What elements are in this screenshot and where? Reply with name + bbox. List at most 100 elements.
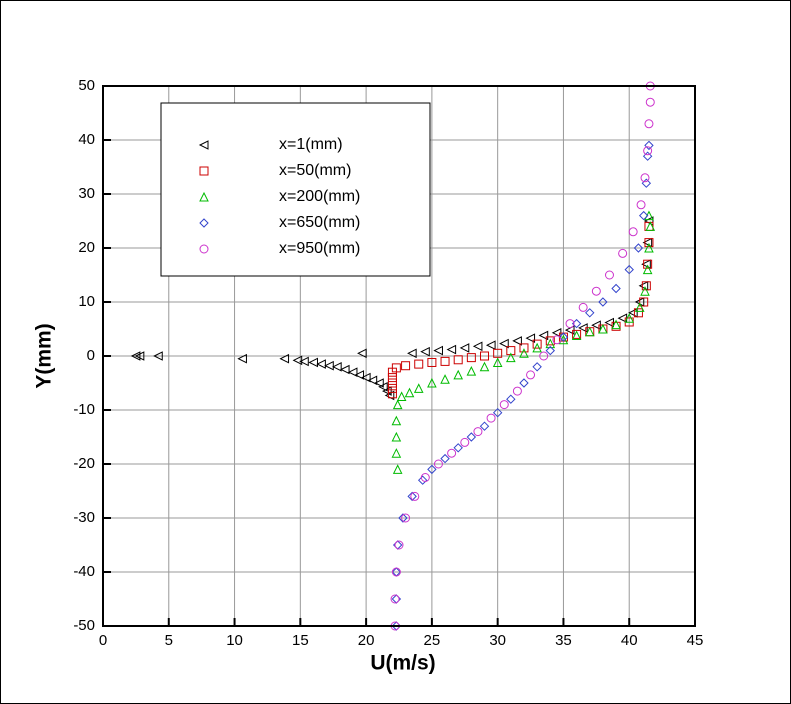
- data-point: [427, 377, 437, 388]
- data-point: [427, 464, 437, 475]
- data-point: [447, 448, 457, 458]
- data-point: [387, 378, 397, 388]
- data-point: [480, 351, 490, 361]
- data-point: [413, 383, 424, 393]
- data-point: [398, 513, 408, 523]
- data-point: [636, 200, 646, 210]
- data-point: [624, 264, 634, 275]
- data-point: [526, 370, 536, 380]
- data-point: [407, 348, 417, 359]
- marks: [130, 81, 656, 631]
- data-point: [512, 386, 522, 396]
- data-point: [628, 227, 638, 237]
- data-point: [391, 567, 401, 577]
- data-point: [486, 413, 496, 423]
- data-point: [391, 448, 402, 458]
- data-point: [640, 173, 650, 183]
- legend: [160, 102, 431, 277]
- data-point: [401, 361, 411, 371]
- x-tick-label: 15: [292, 632, 309, 649]
- data-point: [433, 459, 443, 469]
- data-point: [545, 345, 555, 356]
- data-point: [440, 453, 450, 464]
- x-tick-label: 10: [226, 632, 243, 649]
- data-point: [639, 297, 649, 307]
- x-tick-label: 30: [489, 632, 506, 649]
- data-point: [638, 210, 649, 221]
- y-tick-label: -30: [73, 509, 95, 526]
- data-point: [532, 362, 542, 372]
- data-point: [628, 307, 638, 318]
- data-point: [433, 345, 443, 356]
- data-point: [545, 336, 555, 346]
- data-point: [420, 473, 430, 482]
- data-point: [316, 359, 326, 369]
- x-tick-label: 5: [165, 632, 173, 649]
- data-point: [571, 330, 582, 340]
- data-point: [643, 146, 653, 156]
- data-point: [538, 330, 549, 341]
- data-point: [506, 352, 516, 363]
- y-tick-label: 50: [78, 77, 95, 94]
- data-point: [565, 319, 575, 329]
- data-point: [387, 383, 397, 393]
- data-point: [519, 343, 529, 353]
- data-point: [532, 339, 542, 349]
- data-point: [134, 351, 145, 361]
- x-axis-title: U(m/s): [370, 652, 435, 675]
- data-point: [598, 297, 608, 307]
- data-point: [387, 389, 397, 399]
- legend-marker: [199, 244, 209, 254]
- data-point: [539, 351, 549, 361]
- data-point: [473, 427, 483, 437]
- data-point: [367, 375, 378, 386]
- data-point: [472, 341, 483, 352]
- data-point: [519, 378, 529, 388]
- data-point: [427, 357, 437, 367]
- legend-marker: [199, 191, 209, 202]
- data-point: [417, 475, 428, 485]
- data-point: [324, 360, 334, 371]
- data-point: [642, 237, 653, 248]
- data-point: [299, 356, 309, 367]
- y-tick-label: -40: [73, 563, 95, 580]
- data-point: [479, 361, 490, 372]
- data-point: [624, 313, 635, 323]
- data-point: [634, 302, 645, 312]
- data-point: [453, 369, 464, 380]
- data-point: [611, 321, 621, 331]
- data-point: [401, 513, 411, 523]
- data-point: [643, 259, 653, 269]
- data-point: [638, 280, 649, 291]
- y-tick-label: 0: [87, 347, 95, 364]
- data-point: [332, 361, 342, 372]
- legend-marker: [199, 218, 209, 228]
- data-point: [493, 348, 503, 358]
- data-point: [392, 399, 403, 410]
- legend-label: x=950(mm): [279, 240, 360, 257]
- data-point: [545, 338, 556, 349]
- data-point: [645, 221, 656, 231]
- data-point: [378, 381, 388, 392]
- data-point: [374, 378, 384, 388]
- data-point: [611, 319, 621, 330]
- data-point: [460, 437, 470, 447]
- data-point: [611, 283, 621, 294]
- data-point: [532, 342, 542, 353]
- x-tick-label: 40: [621, 632, 638, 649]
- data-point: [492, 357, 503, 367]
- data-point: [512, 336, 522, 346]
- data-point: [404, 387, 415, 398]
- data-point: [391, 415, 402, 426]
- data-point: [153, 351, 163, 361]
- data-point: [641, 259, 651, 270]
- data-point: [130, 351, 141, 361]
- data-point: [552, 335, 562, 345]
- data-point: [391, 363, 401, 373]
- data-point: [643, 216, 654, 226]
- data-point: [618, 248, 628, 258]
- x-tick-label: 0: [99, 632, 107, 649]
- y-tick-label: -10: [73, 401, 95, 418]
- data-point: [354, 370, 365, 380]
